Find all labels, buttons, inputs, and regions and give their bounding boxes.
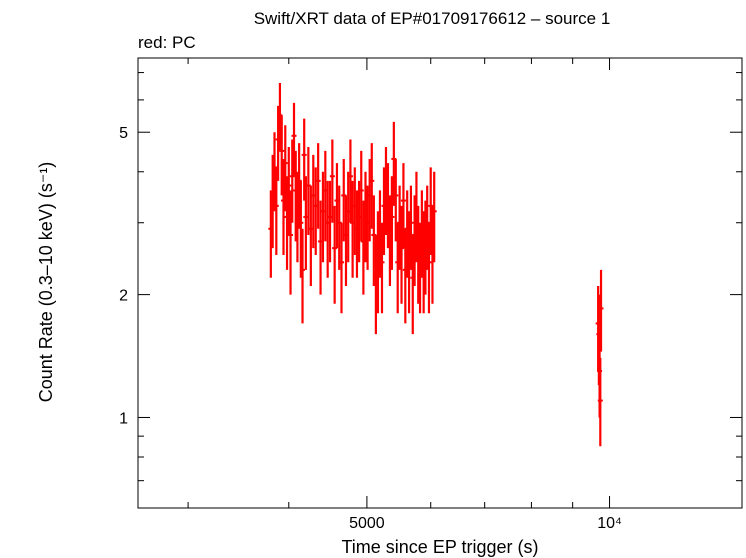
data-marks bbox=[268, 83, 604, 447]
y-axis-label: Count Rate (0.3–10 keV) (s⁻¹) bbox=[36, 162, 56, 403]
x-axis-label: Time since EP trigger (s) bbox=[341, 537, 538, 557]
x-tick-label: 10⁴ bbox=[597, 515, 622, 532]
x-tick-label: 5000 bbox=[349, 515, 385, 532]
axis-ticks bbox=[138, 58, 742, 508]
plot-frame bbox=[137, 57, 743, 509]
y-tick-label: 1 bbox=[119, 410, 128, 427]
y-tick-label: 5 bbox=[119, 125, 128, 142]
axis-tick-labels: 5000 10⁴ 1 2 5 bbox=[119, 125, 622, 532]
y-tick-label: 2 bbox=[119, 288, 128, 305]
chart-subtitle: red: PC bbox=[138, 33, 196, 52]
chart-title: Swift/XRT data of EP#01709176612 – sourc… bbox=[254, 9, 611, 28]
